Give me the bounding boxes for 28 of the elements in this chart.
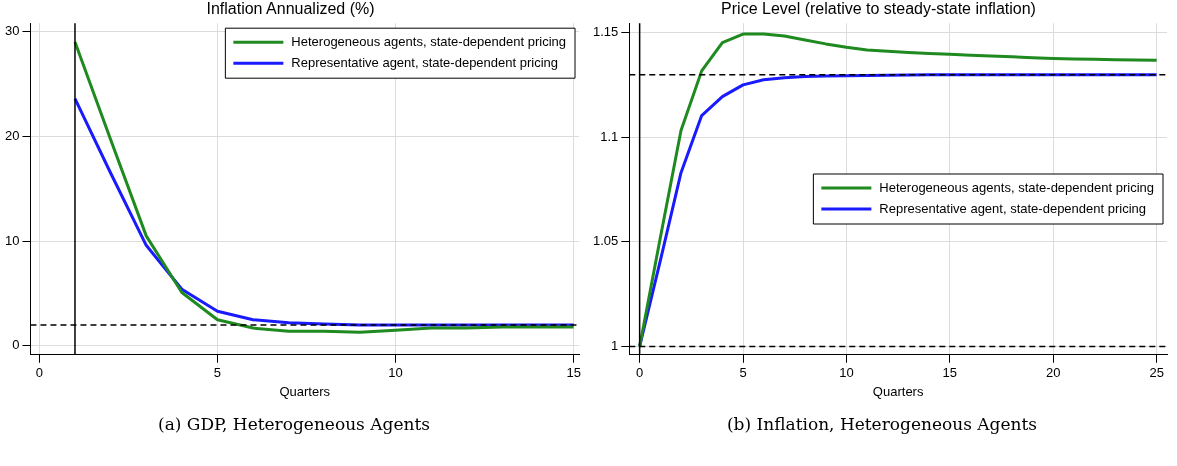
legend-label: Representative agent, state-dependent pricing bbox=[290, 54, 558, 70]
x-tick-label: 20 bbox=[1045, 365, 1060, 381]
chart-title: Price Level (relative to steady-state inflation) bbox=[720, 0, 1036, 18]
legend-label: Heterogeneous agents, state-dependent pricing bbox=[290, 33, 566, 49]
y-tick-label: 20 bbox=[4, 127, 19, 143]
x-axis-title: Quarters bbox=[278, 383, 331, 399]
text: (a) GDP, Heterogeneous Agents bbox=[158, 414, 430, 434]
x-tick-label: 0 bbox=[635, 365, 643, 381]
x-tick-label: 0 bbox=[35, 365, 43, 381]
y-tick-label: 1.05 bbox=[592, 233, 618, 249]
x-tick-label: 5 bbox=[738, 365, 747, 381]
y-tick-label: 1.15 bbox=[592, 24, 618, 40]
y-tick-label: 10 bbox=[4, 232, 19, 248]
legend-label: Heterogeneous agents, state-dependent pricing bbox=[878, 179, 1154, 195]
y-tick-label: 1.1 bbox=[599, 128, 618, 144]
y-tick-label: 1 bbox=[610, 338, 618, 354]
x-tick-label: 15 bbox=[942, 365, 957, 381]
y-tick-label: 0 bbox=[11, 337, 19, 353]
x-tick-label: 10 bbox=[387, 365, 403, 381]
x-tick-label: 15 bbox=[565, 365, 581, 381]
x-tick-label: 25 bbox=[1148, 365, 1164, 381]
legend-label: Representative agent, state-dependent pricing bbox=[878, 200, 1146, 216]
x-tick-label: 10 bbox=[838, 365, 854, 381]
x-axis-title: Quarters bbox=[872, 383, 924, 399]
chart-title: Inflation Annualized (%) bbox=[205, 0, 375, 18]
y-tick-label: 30 bbox=[4, 23, 19, 39]
text: (b) Inflation, Heterogeneous Agents bbox=[726, 414, 1038, 434]
x-tick-label: 5 bbox=[213, 365, 221, 381]
